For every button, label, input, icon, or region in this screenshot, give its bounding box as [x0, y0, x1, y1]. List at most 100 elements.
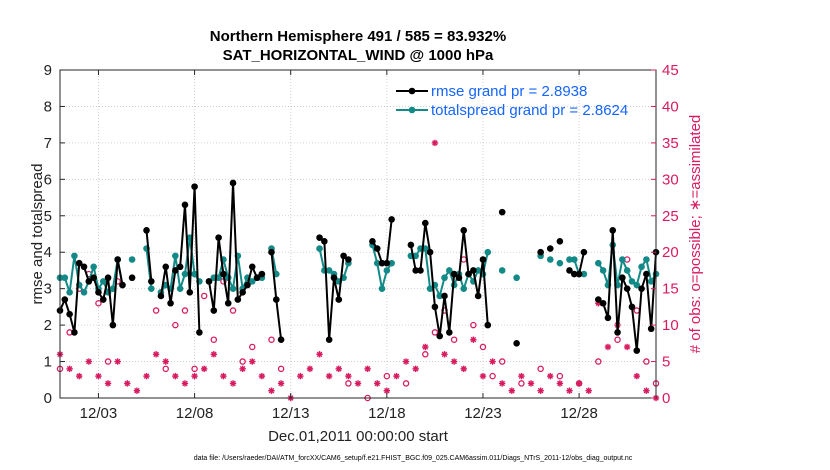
rmse-point [643, 270, 650, 278]
rmse-point [455, 274, 463, 282]
obs-assimilated-marker [585, 387, 592, 394]
rmse-point [421, 219, 429, 227]
rmse-point [484, 321, 492, 329]
y-right-tick-label: 5 [662, 354, 670, 371]
rmse-point [441, 292, 448, 300]
rmse-point [205, 278, 213, 285]
obs-possible-marker [479, 343, 487, 351]
obs-possible-marker [556, 372, 564, 380]
y-tick-label: 4 [44, 244, 52, 261]
y-tick-label: 8 [44, 98, 52, 115]
totalspread-point [61, 274, 69, 282]
obs-assimilated-marker [210, 351, 218, 358]
obs-possible-marker [277, 365, 285, 373]
rmse-point [340, 252, 347, 260]
rmse-point [234, 296, 242, 303]
totalspread-point [647, 278, 655, 285]
obs-possible-marker [470, 321, 477, 329]
obs-assimilated-marker [364, 365, 371, 373]
totalspread-point [643, 256, 650, 263]
chart-title-line1: Northern Hemisphere 491 / 585 = 83.932% [210, 28, 506, 45]
totalspread-point [128, 256, 136, 263]
totalspread-point [460, 285, 468, 292]
rmse-point [412, 267, 419, 274]
rmse-point [623, 285, 631, 292]
rmse-point [599, 299, 607, 307]
rmse-point [575, 270, 583, 278]
rmse-point [513, 340, 520, 347]
obs-assimilated-marker [575, 380, 583, 387]
rmse-point [647, 325, 655, 333]
rmse-point [277, 336, 285, 343]
rmse-point [215, 234, 222, 241]
totalspread-point [566, 256, 573, 263]
rmse-point [417, 267, 424, 274]
x-tick-label: 12/08 [176, 405, 214, 422]
rmse-point [373, 245, 381, 252]
totalspread-point [498, 267, 506, 274]
totalspread-point [580, 270, 588, 278]
obs-assimilated-marker [191, 372, 198, 380]
obs-assimilated-marker [268, 387, 275, 394]
obs-assimilated-marker [354, 380, 362, 387]
data-file-footnote: data file: /Users/raeder/DAI/ATM_forcXX/… [194, 455, 633, 462]
rmse-point [167, 299, 174, 307]
rmse-point [143, 227, 150, 234]
obs-assimilated-marker [181, 380, 189, 387]
y-tick-label: 9 [44, 62, 52, 79]
rmse-point [537, 248, 544, 256]
obs-assimilated-marker [277, 380, 285, 387]
obs-assimilated-marker [527, 380, 535, 387]
obs-assimilated-marker [258, 372, 266, 380]
obs-possible-marker [95, 299, 102, 307]
obs-possible-marker [498, 358, 506, 365]
rmse-point [128, 274, 136, 282]
rmse-point [450, 270, 458, 278]
obs-assimilated-marker [566, 387, 573, 394]
rmse-point [388, 216, 395, 223]
obs-assimilated-marker [143, 372, 150, 380]
totalspread-point [599, 267, 607, 274]
obs-assimilated-marker [431, 139, 439, 147]
rmse-point [378, 259, 386, 267]
totalspread-point [638, 263, 645, 271]
obs-assimilated-marker [66, 365, 73, 373]
obs-possible-marker [518, 380, 525, 387]
obs-assimilated-marker [133, 387, 141, 394]
rmse-point [470, 267, 477, 274]
rmse-point [71, 329, 78, 336]
rmse-point [479, 256, 487, 263]
x-tick-label: 12/13 [272, 405, 310, 422]
obs-assimilated-marker [422, 343, 429, 351]
legend: rmse grand pr = 2.8938 totalspread grand… [396, 83, 628, 119]
rmse-line [145, 230, 153, 282]
rmse-point [95, 289, 102, 296]
rmse-point [436, 332, 444, 340]
totalspread-point [388, 259, 395, 267]
obs-assimilated-marker [374, 380, 381, 387]
y-right-tick-label: 25 [662, 208, 679, 225]
totalspread-point [191, 270, 198, 278]
rmse-point [426, 248, 434, 256]
totalspread-point [441, 274, 448, 282]
rmse-point [604, 314, 612, 322]
rmse-point [176, 263, 184, 271]
obs-assimilated-marker [402, 358, 410, 365]
totalspread-point [446, 267, 453, 274]
obs-possible-marker [210, 336, 218, 343]
totalspread-point [148, 285, 155, 292]
y-tick-label: 3 [44, 281, 52, 298]
obs-assimilated-marker [85, 358, 93, 365]
totalspread-point [248, 278, 256, 285]
y-right-tick-label: 10 [662, 317, 679, 334]
rmse-point [335, 296, 343, 303]
obs-assimilated-marker [643, 387, 650, 394]
obs-possible-marker [181, 307, 189, 314]
rmse-point [330, 274, 338, 282]
rmse-point [570, 270, 578, 278]
rmse-point [239, 289, 246, 296]
obs-possible-marker [191, 365, 198, 373]
y-right-tick-label: 40 [662, 98, 679, 115]
obs-assimilated-marker [460, 365, 467, 373]
